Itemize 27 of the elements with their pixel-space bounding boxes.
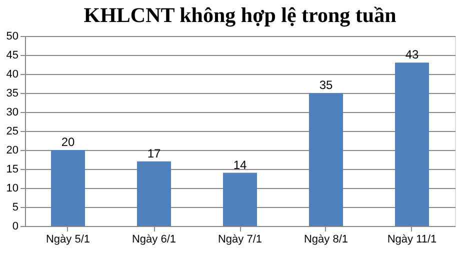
y-tick-label: 35 <box>6 88 18 100</box>
bar <box>223 172 257 226</box>
x-tick-label: Ngày 5/1 <box>46 234 90 246</box>
bar <box>395 62 429 226</box>
x-tick-label: Ngày 11/1 <box>387 234 437 246</box>
y-tick-label: 10 <box>6 182 18 194</box>
y-tick-label: 5 <box>12 202 18 214</box>
y-tick-label: 50 <box>6 30 18 42</box>
x-tick-label: Ngày 6/1 <box>132 234 176 246</box>
data-label: 35 <box>319 78 333 92</box>
data-label: 17 <box>147 146 161 160</box>
y-tick-label: 30 <box>6 106 18 118</box>
y-tick-label: 15 <box>6 164 18 176</box>
bar <box>309 93 343 226</box>
data-label: 20 <box>61 135 75 149</box>
chart-title: KHLCNT không hợp lệ trong tuần <box>84 3 397 27</box>
x-tick-label: Ngày 7/1 <box>218 234 262 246</box>
y-tick-label: 25 <box>6 126 18 138</box>
y-tick-label: 40 <box>6 68 18 80</box>
data-label: 14 <box>233 158 247 172</box>
x-tick-label: Ngày 8/1 <box>304 234 348 246</box>
y-tick-label: 0 <box>12 220 18 232</box>
y-tick-label: 20 <box>6 144 18 156</box>
data-label: 43 <box>405 48 419 62</box>
bar <box>51 150 85 226</box>
y-tick-label: 45 <box>6 50 18 62</box>
bar <box>137 161 171 226</box>
